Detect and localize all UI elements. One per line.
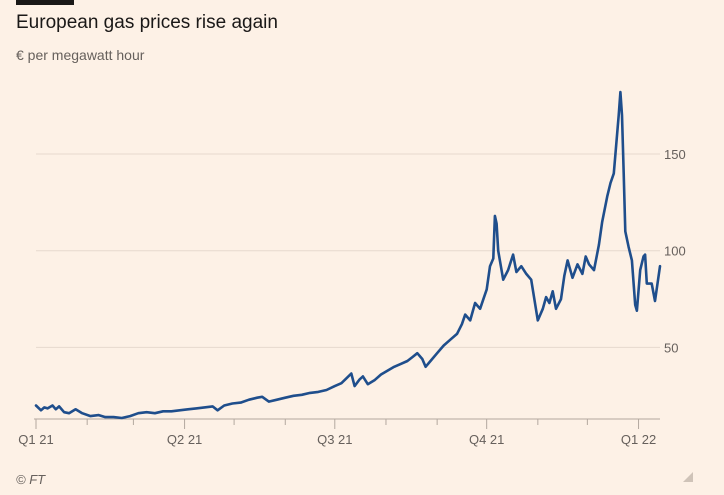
x-tick-label: Q3 21 — [317, 432, 352, 447]
y-tick-label: 100 — [664, 244, 686, 259]
resize-corner-icon — [683, 472, 693, 482]
x-tick-label: Q1 22 — [621, 432, 656, 447]
y-tick-label: 50 — [664, 340, 678, 355]
x-tick-label: Q1 21 — [18, 432, 53, 447]
x-tick-label: Q2 21 — [167, 432, 202, 447]
price-series-line — [34, 90, 662, 420]
source-credit: © FT — [16, 472, 46, 487]
chart-subtitle: € per megawatt hour — [16, 47, 145, 63]
y-tick-label: 150 — [664, 147, 686, 162]
chart-title: European gas prices rise again — [16, 12, 278, 33]
x-tick-label: Q4 21 — [469, 432, 504, 447]
brand-bar — [16, 0, 74, 5]
